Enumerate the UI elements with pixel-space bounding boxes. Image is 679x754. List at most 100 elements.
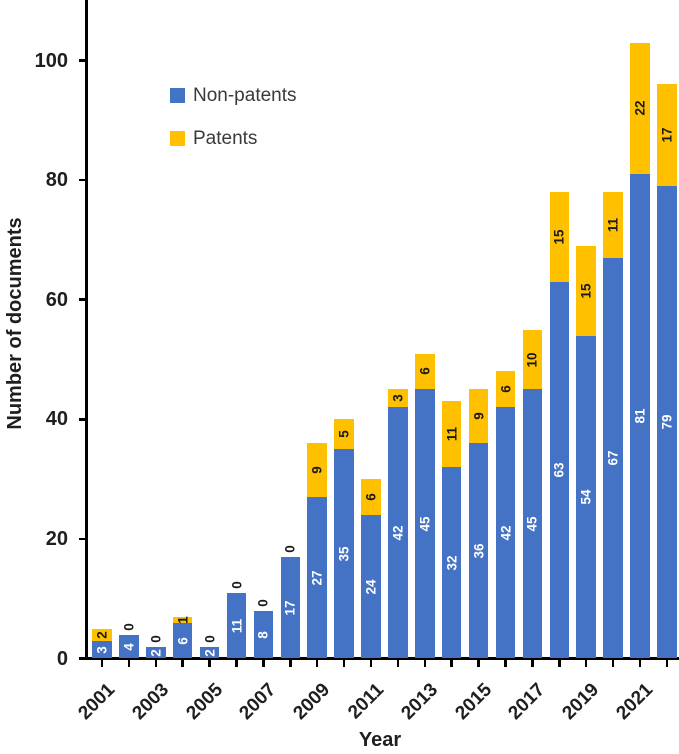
bar-segment-patents: [441, 401, 462, 468]
non-patents-swatch-icon: [170, 88, 185, 103]
legend-label-non-patents: Non-patents: [193, 85, 297, 106]
x-axis-tick: [611, 659, 615, 667]
bar-segment-non-patents: [522, 389, 543, 659]
y-axis-tick: [78, 537, 87, 541]
y-axis-line: [85, 0, 88, 659]
x-axis-tick: [262, 659, 265, 667]
bar-segment-patents: [549, 192, 570, 282]
x-axis-tick: [504, 659, 507, 667]
bar-value-patents: 9: [471, 412, 487, 421]
bar-segment-non-patents: [495, 407, 516, 659]
x-axis-line: [85, 657, 679, 660]
bar-segment-patents: [468, 389, 489, 444]
x-axis-tick: [100, 659, 104, 667]
x-axis-tick: [477, 659, 480, 667]
y-axis-tick: [78, 298, 87, 301]
y-tick-label: 20: [45, 527, 68, 550]
y-axis-title: Number of documents: [4, 217, 26, 430]
bar-value-non-patents: 11: [229, 618, 244, 633]
bar-segment-non-patents: [307, 497, 327, 659]
y-tick-label: 40: [45, 408, 68, 431]
bar-segment-non-patents: [603, 257, 623, 659]
y-axis-tick: [78, 59, 87, 62]
x-tick-label: 2007: [235, 679, 281, 725]
bar-value-patents: 0: [255, 598, 271, 607]
bar-value-non-patents: 6: [175, 636, 191, 645]
x-axis-tick: [181, 659, 184, 667]
bar-segment-non-patents: [388, 407, 408, 659]
bar-value-patents: 0: [282, 545, 298, 553]
bar-value-patents: 3: [390, 394, 406, 403]
bar-segment-non-patents: [549, 281, 570, 659]
bar-segment-non-patents: [253, 610, 274, 659]
x-tick-label: 2015: [450, 679, 496, 725]
bar-value-non-patents: 8: [255, 630, 271, 639]
bar-value-non-patents: 79: [659, 414, 675, 430]
bar-value-patents: 15: [578, 283, 594, 299]
bar-value-patents: 2: [94, 630, 110, 639]
bar-segment-patents: [92, 628, 112, 641]
legend-label-patents: Patents: [193, 128, 258, 149]
x-axis-tick: [531, 659, 534, 667]
bar-value-patents: 0: [229, 580, 244, 589]
bar-segment-patents: [657, 84, 677, 187]
bar-value-non-patents: 45: [524, 516, 540, 532]
bar-segment-non-patents: [415, 389, 435, 659]
bar-value-non-patents: 45: [417, 516, 433, 532]
bar-segment-non-patents: [199, 646, 220, 659]
bar-value-patents: 5: [336, 430, 352, 439]
x-axis-tick: [235, 659, 238, 667]
bar-value-patents: 0: [148, 634, 164, 643]
bar-value-patents: 11: [605, 217, 621, 233]
bar-segment-patents: [172, 616, 193, 623]
x-tick-label: 2005: [181, 679, 227, 725]
bar-value-patents: 9: [309, 466, 325, 474]
bar-segment-non-patents: [441, 467, 462, 659]
x-tick-label: 2011: [344, 679, 389, 724]
bar-value-patents: 22: [632, 100, 648, 116]
x-axis-tick: [154, 659, 158, 667]
bar-value-patents: 17: [659, 127, 675, 143]
y-tick-label: 60: [45, 288, 68, 311]
bar-segment-non-patents: [119, 634, 139, 659]
bar-value-patents: 11: [444, 427, 460, 442]
x-axis-tick: [315, 659, 319, 667]
legend-item-patents: Patents: [170, 129, 297, 148]
bar-segment-non-patents: [334, 449, 354, 659]
x-axis-title: Year: [358, 729, 402, 751]
bar-segment-non-patents: [630, 174, 650, 659]
bar-value-non-patents: 4: [121, 642, 137, 651]
x-tick-label: 2017: [504, 679, 550, 725]
bar-segment-non-patents: [468, 443, 489, 659]
bar-value-non-patents: 36: [471, 543, 487, 559]
bar-segment-patents: [334, 419, 354, 450]
x-axis-tick: [127, 659, 131, 667]
bar-segment-patents: [361, 479, 381, 515]
bar-segment-patents: [495, 371, 516, 408]
x-tick-label: 2009: [289, 679, 335, 725]
x-tick-label: 2001: [74, 679, 120, 725]
legend-item-non-patents: Non-patents: [170, 86, 297, 105]
bar-value-non-patents: 54: [578, 489, 594, 505]
x-axis-tick: [665, 659, 669, 667]
y-axis-tick: [78, 418, 87, 421]
x-axis-tick: [450, 659, 453, 667]
x-axis-tick: [208, 659, 211, 667]
legend: Non-patents Patents: [170, 86, 297, 172]
bar-value-non-patents: 42: [390, 525, 406, 541]
bar-segment-patents: [603, 192, 623, 258]
bar-value-non-patents: 3: [94, 645, 110, 654]
bar-value-non-patents: 24: [363, 579, 379, 595]
bar-value-non-patents: 63: [551, 462, 567, 478]
bar-segment-patents: [522, 329, 543, 390]
bar-value-non-patents: 81: [632, 408, 648, 424]
x-axis-tick: [584, 659, 588, 667]
y-axis-tick: [78, 178, 87, 182]
bar-value-patents: 6: [498, 385, 513, 394]
bar-segment-non-patents: [361, 514, 381, 659]
bar-value-non-patents: 32: [444, 555, 460, 571]
bar-value-patents: 10: [524, 351, 540, 368]
bar-segment-non-patents: [280, 556, 301, 659]
bar-value-non-patents: 67: [605, 450, 621, 466]
